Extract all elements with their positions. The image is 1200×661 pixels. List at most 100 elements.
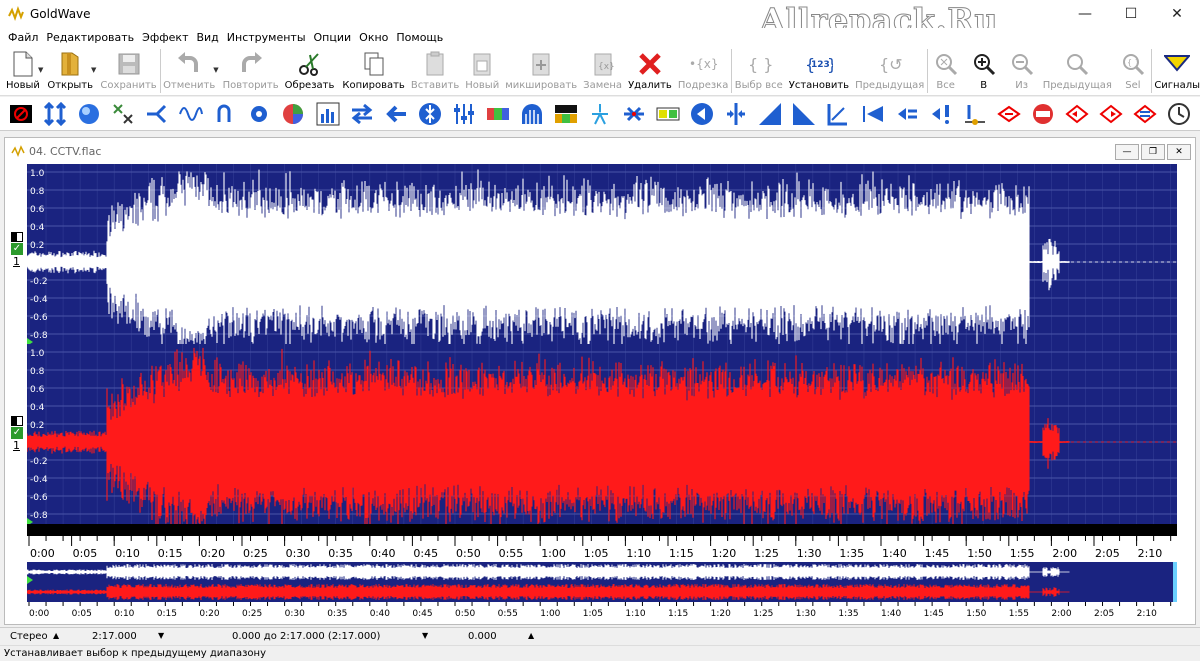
loop-back-icon[interactable] bbox=[212, 101, 238, 127]
select-all-icon: { } bbox=[744, 50, 774, 78]
filter-split-icon[interactable] bbox=[144, 101, 170, 127]
zoom-all-button[interactable]: Все bbox=[931, 46, 961, 96]
open-button[interactable]: Открыть bbox=[47, 46, 93, 96]
delete-button[interactable]: Удалить bbox=[628, 46, 672, 96]
document-title-bar: 04. CCTV.flac — ❐ ✕ bbox=[5, 138, 1195, 164]
position-dropdown-arrow[interactable]: ▲ bbox=[528, 631, 535, 640]
fade-out-icon[interactable] bbox=[791, 101, 817, 127]
color-wheel-icon[interactable] bbox=[281, 101, 307, 127]
maximize-button[interactable]: ☐ bbox=[1124, 6, 1138, 22]
copy-button[interactable]: Копировать bbox=[342, 46, 405, 96]
spectrum-bar-icon[interactable] bbox=[485, 101, 511, 127]
right-channel-enable-checkbox[interactable]: ✓ bbox=[11, 427, 23, 439]
menu-tools[interactable]: Инструменты bbox=[226, 30, 306, 44]
select-all-button[interactable]: { } Выбр все bbox=[735, 46, 783, 96]
left-channel-mono-toggle[interactable] bbox=[11, 232, 23, 242]
zoom-in-button[interactable]: В bbox=[969, 46, 999, 96]
undo-dropdown-arrow[interactable]: ▼ bbox=[213, 66, 219, 74]
previous-selection-button[interactable]: {↺} Предыдущая bbox=[855, 46, 924, 96]
overview-waveform[interactable] bbox=[27, 562, 1177, 602]
equal-marker-icon[interactable] bbox=[894, 101, 920, 127]
menu-help[interactable]: Помощь bbox=[396, 30, 444, 44]
doc-minimize-button[interactable]: — bbox=[1115, 144, 1139, 160]
swap-channels-icon[interactable] bbox=[349, 101, 375, 127]
arrow-left-icon[interactable] bbox=[383, 101, 409, 127]
zoom-selection-icon: { } bbox=[1118, 50, 1148, 78]
amplitude-tick-label: -0.8 bbox=[30, 331, 48, 341]
right-channel-waveform[interactable]: 1.00.80.60.40.20.0-0.2-0.4-0.6-0.8 bbox=[27, 344, 1177, 537]
tape-meter-icon[interactable] bbox=[655, 101, 681, 127]
save-button[interactable]: Сохранить bbox=[100, 46, 157, 96]
no-entry-icon[interactable] bbox=[1030, 101, 1056, 127]
overview-time-tick-label: 1:00 bbox=[540, 609, 560, 619]
reverse-red-icon[interactable] bbox=[1098, 101, 1124, 127]
direction-red-icon[interactable] bbox=[1064, 101, 1090, 127]
status-bar: Стерео ▲ 2:17.000 ▼ 0.000 до 2:17.000 (2… bbox=[0, 627, 1200, 645]
redo-button[interactable]: Повторить bbox=[223, 46, 279, 96]
overview-time-tick-label: 1:20 bbox=[711, 609, 731, 619]
zoom-previous-button[interactable]: Предыдущая bbox=[1043, 46, 1112, 96]
menu-effect[interactable]: Эффект bbox=[142, 30, 189, 44]
mix-button[interactable]: микшировать bbox=[505, 46, 577, 96]
minimize-button[interactable]: — bbox=[1078, 6, 1092, 22]
doc-close-button[interactable]: ✕ bbox=[1167, 144, 1191, 160]
left-channel-waveform[interactable]: 1.00.80.60.40.20.0-0.2-0.4-0.6-0.8 bbox=[27, 164, 1177, 357]
fade-in-icon[interactable] bbox=[757, 101, 783, 127]
right-channel-mono-toggle[interactable] bbox=[11, 416, 23, 426]
right-channel-number: 1 bbox=[13, 439, 20, 452]
menu-file[interactable]: Файл bbox=[8, 30, 39, 44]
menu-view[interactable]: Вид bbox=[196, 30, 219, 44]
replace-button[interactable]: {x} Замена bbox=[583, 46, 622, 96]
sliders-icon[interactable] bbox=[451, 101, 477, 127]
selection-dropdown-arrow[interactable]: ▼ bbox=[422, 631, 429, 640]
menu-edit[interactable]: Редактировать bbox=[46, 30, 135, 44]
overview-start-marker-icon[interactable] bbox=[27, 576, 33, 584]
speed-rainbow-icon[interactable] bbox=[553, 101, 579, 127]
zoom-out-button[interactable]: Из bbox=[1007, 46, 1037, 96]
noise-reduction-icon[interactable] bbox=[621, 101, 647, 127]
zoom-selection-button[interactable]: { } Sel bbox=[1118, 46, 1148, 96]
diamond-arrow-icon[interactable] bbox=[996, 101, 1022, 127]
close-button[interactable]: ✕ bbox=[1171, 6, 1183, 22]
undo-button[interactable]: Отменить bbox=[163, 46, 215, 96]
channel-mixer-icon[interactable] bbox=[110, 101, 136, 127]
waveform-display[interactable]: 1.00.80.60.40.20.0-0.2-0.4-0.6-0.81.00.8… bbox=[27, 164, 1177, 562]
overview-display[interactable]: 0:00 0:05 0:10 0:15 0:20 0:25 0:30 0:35 0:40 0:45… bbox=[27, 562, 1177, 620]
speaker-slider-icon[interactable] bbox=[962, 101, 988, 127]
equalizer-chart-icon[interactable] bbox=[315, 101, 341, 127]
time-tick-label: 1:00 bbox=[541, 547, 566, 560]
set-selection-button[interactable]: {123} Установить bbox=[789, 46, 849, 96]
gear-effect-icon[interactable] bbox=[246, 101, 272, 127]
volume-wedge-icon[interactable] bbox=[860, 101, 886, 127]
cues-button[interactable]: Сигналы bbox=[1154, 46, 1200, 96]
open-dropdown-arrow[interactable]: ▼ bbox=[91, 66, 97, 74]
compress-vertical-icon[interactable] bbox=[417, 101, 443, 127]
overview-time-ruler[interactable]: 0:00 0:05 0:10 0:15 0:20 0:25 0:30 0:35 0:40 0:45… bbox=[27, 602, 1177, 620]
alert-marker-icon[interactable] bbox=[928, 101, 954, 127]
channels-dropdown-arrow[interactable]: ▲ bbox=[53, 631, 60, 640]
doc-restore-button[interactable]: ❐ bbox=[1141, 144, 1165, 160]
paste-new-button[interactable]: Новый bbox=[465, 46, 499, 96]
sphere-icon[interactable] bbox=[76, 101, 102, 127]
menu-window[interactable]: Окно bbox=[359, 30, 389, 44]
clock-icon[interactable] bbox=[1166, 101, 1192, 127]
length-dropdown-arrow[interactable]: ▼ bbox=[158, 631, 165, 640]
wave-shape-icon[interactable] bbox=[178, 101, 204, 127]
new-button[interactable]: Новый bbox=[6, 46, 40, 96]
flip-red-icon[interactable] bbox=[1132, 101, 1158, 127]
speaker-left-icon[interactable] bbox=[689, 101, 715, 127]
spark-split-icon[interactable] bbox=[587, 101, 613, 127]
menu-options[interactable]: Опции bbox=[313, 30, 352, 44]
new-dropdown-arrow[interactable]: ▼ bbox=[37, 66, 44, 74]
pan-center-icon[interactable] bbox=[723, 101, 749, 127]
left-channel-enable-checkbox[interactable]: ✓ bbox=[11, 243, 23, 255]
paste-button[interactable]: Вставить bbox=[411, 46, 459, 96]
arrows-expand-icon[interactable] bbox=[42, 101, 68, 127]
dome-bars-icon[interactable] bbox=[519, 101, 545, 127]
time-tick-label: 2:10 bbox=[1138, 547, 1163, 560]
silence-button[interactable]: •{x}• Подрезка bbox=[678, 46, 729, 96]
time-ruler[interactable]: 0:00 0:05 0:10 0:15 0:20 0:25 0:30 0:35 0:40 0:45… bbox=[27, 524, 1177, 562]
trim-button[interactable]: Обрезать bbox=[285, 46, 334, 96]
shape-bracket-icon[interactable] bbox=[826, 101, 852, 127]
stop-effect-icon[interactable] bbox=[8, 101, 34, 127]
